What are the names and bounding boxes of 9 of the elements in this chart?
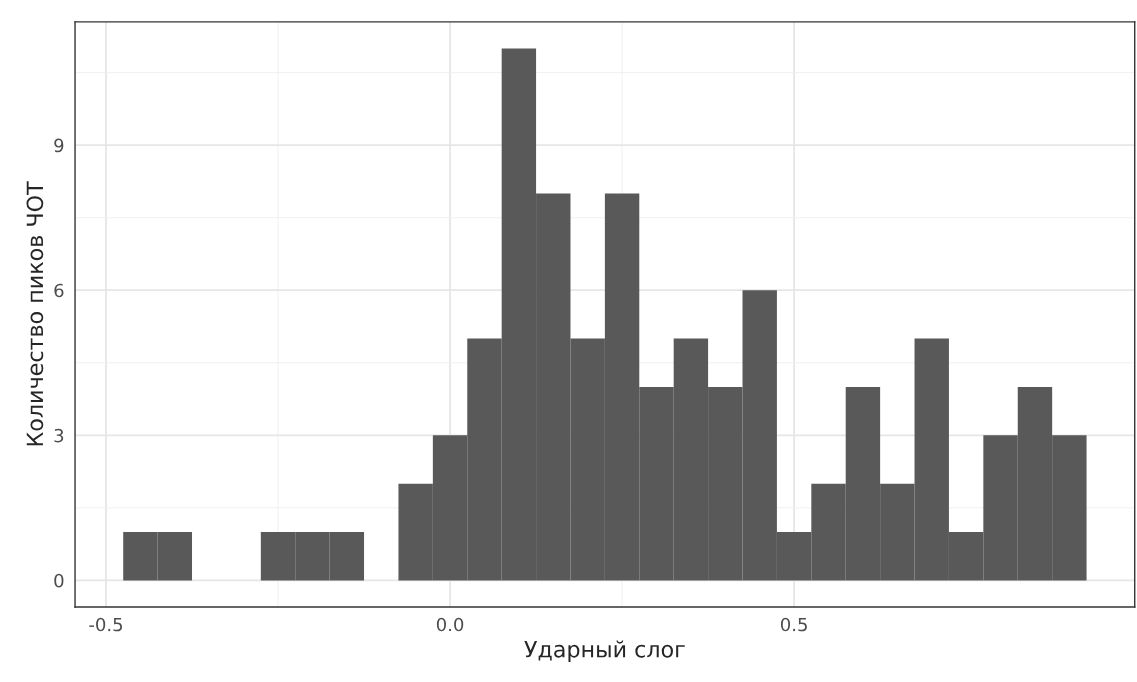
y-tick-label: 6: [54, 283, 64, 298]
x-tick-label: 0.0: [436, 617, 464, 632]
y-tick-label: 3: [54, 428, 64, 443]
y-axis-title: Количество пиков ЧОТ: [26, 181, 44, 446]
y-tick-label: 0: [54, 573, 64, 588]
x-axis-title: Ударный слог: [524, 640, 685, 662]
x-tick-label: -0.5: [89, 617, 123, 632]
y-tick-label: 9: [54, 138, 64, 153]
x-tick-label: 0.5: [780, 617, 807, 632]
